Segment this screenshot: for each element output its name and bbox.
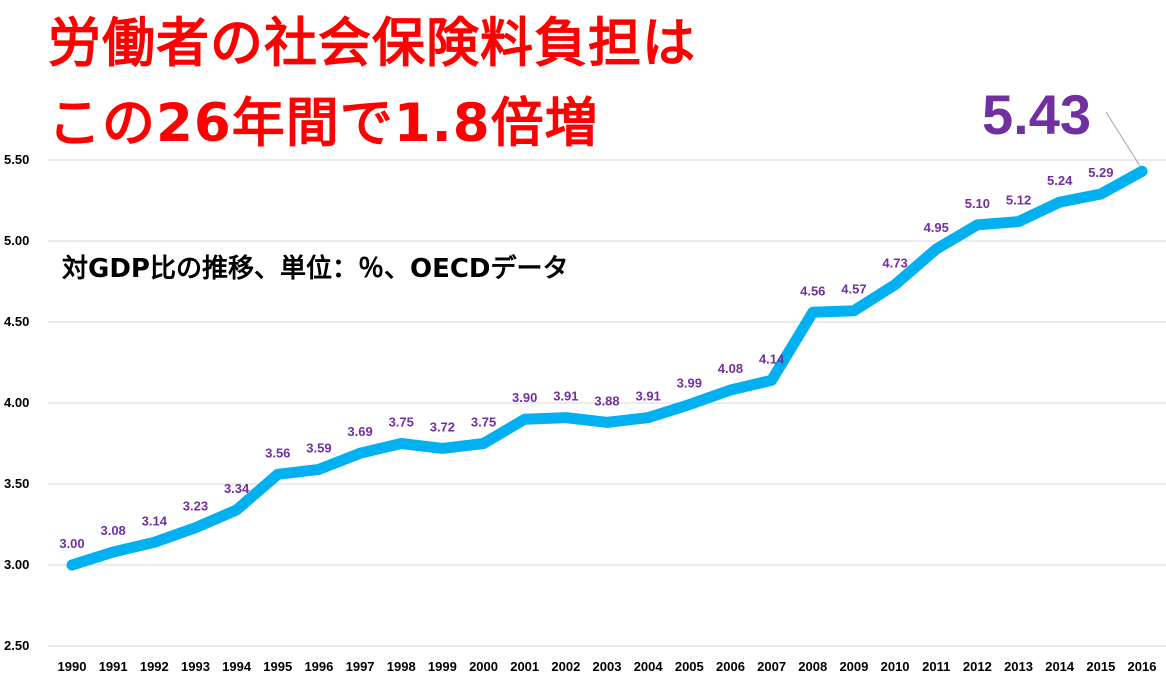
x-axis-tick-labels: 1990 1991 1992 1993 1994 1995 1996 1997 1998 1999… (58, 659, 1157, 674)
data-label: 4.95 (924, 220, 949, 235)
data-label: 5.10 (965, 196, 990, 211)
series-line (66, 165, 1148, 571)
data-label: 4.56 (800, 283, 825, 298)
y-tick-label: 3.50 (4, 476, 29, 491)
x-tick-label: 2005 (675, 659, 704, 674)
data-label: 3.08 (100, 523, 125, 538)
x-tick-label: 1998 (387, 659, 416, 674)
x-tick-label: 1992 (140, 659, 169, 674)
y-tick-label: 4.50 (4, 314, 29, 329)
y-tick-label: 4.00 (4, 395, 29, 410)
data-label: 3.75 (389, 415, 414, 430)
x-tick-label: 2010 (881, 659, 910, 674)
chart-title-line-1: 労働者の社会保険料負担は (48, 13, 696, 74)
y-tick-label: 3.00 (4, 557, 29, 572)
data-label: 3.23 (183, 499, 208, 514)
x-tick-label: 2000 (469, 659, 498, 674)
chart-subtitle: 対GDP比の推移、単位：％、OECDデータ (62, 254, 569, 284)
x-tick-label: 1993 (181, 659, 210, 674)
x-tick-label: 1997 (346, 659, 375, 674)
data-label: 4.08 (718, 361, 743, 376)
data-label: 3.14 (142, 513, 168, 528)
data-label: 3.56 (265, 445, 290, 460)
x-tick-label: 1995 (263, 659, 292, 674)
x-tick-label: 2014 (1045, 659, 1075, 674)
x-tick-label: 2001 (510, 659, 539, 674)
x-tick-label: 2013 (1004, 659, 1033, 674)
data-label: 3.91 (553, 389, 578, 404)
y-axis-tick-labels: 2.50 3.00 3.50 4.00 4.50 5.00 5.50 (4, 152, 29, 653)
x-tick-label: 1991 (99, 659, 128, 674)
x-tick-label: 2008 (798, 659, 827, 674)
data-label: 4.14 (759, 351, 785, 366)
data-label: 5.12 (1006, 193, 1031, 208)
data-label: 4.57 (841, 282, 866, 297)
chart-title-line-2: この26年間で1.8倍増 (48, 93, 599, 154)
x-tick-label: 1996 (304, 659, 333, 674)
data-label: 3.91 (635, 389, 660, 404)
data-label: 3.34 (224, 481, 250, 496)
data-labels: 3.00 3.08 3.14 3.23 3.34 3.56 3.59 3.69 3.75 3.72… (59, 165, 1113, 551)
x-tick-label: 2006 (716, 659, 745, 674)
x-tick-label: 2012 (963, 659, 992, 674)
x-tick-label: 2003 (593, 659, 622, 674)
data-label: 3.00 (59, 536, 84, 551)
x-tick-label: 2009 (839, 659, 868, 674)
x-tick-label: 2011 (922, 659, 950, 674)
x-tick-label: 2004 (634, 659, 664, 674)
data-label: 3.88 (594, 393, 619, 408)
x-tick-label: 1999 (428, 659, 457, 674)
y-tick-label: 2.50 (4, 638, 29, 653)
data-label: 3.99 (677, 376, 702, 391)
gridlines (48, 159, 1166, 647)
x-tick-label: 2016 (1128, 659, 1157, 674)
data-label: 5.24 (1047, 173, 1073, 188)
data-label: 3.75 (471, 415, 496, 430)
data-label: 4.73 (882, 256, 907, 271)
data-label: 5.29 (1088, 165, 1113, 180)
last-value-callout: 5.43 (982, 83, 1091, 146)
x-tick-label: 1994 (222, 659, 252, 674)
data-label: 3.59 (306, 440, 331, 455)
x-tick-label: 2007 (757, 659, 786, 674)
x-tick-label: 2002 (551, 659, 580, 674)
series-line-group (66, 165, 1148, 571)
callout-leader-line (1105, 111, 1141, 167)
data-label: 3.90 (512, 390, 537, 405)
data-label: 3.69 (347, 424, 372, 439)
y-tick-label: 5.00 (4, 233, 29, 248)
x-tick-label: 2015 (1086, 659, 1115, 674)
y-tick-label: 5.50 (4, 152, 29, 167)
x-tick-label: 1990 (58, 659, 87, 674)
data-label: 3.72 (430, 419, 455, 434)
